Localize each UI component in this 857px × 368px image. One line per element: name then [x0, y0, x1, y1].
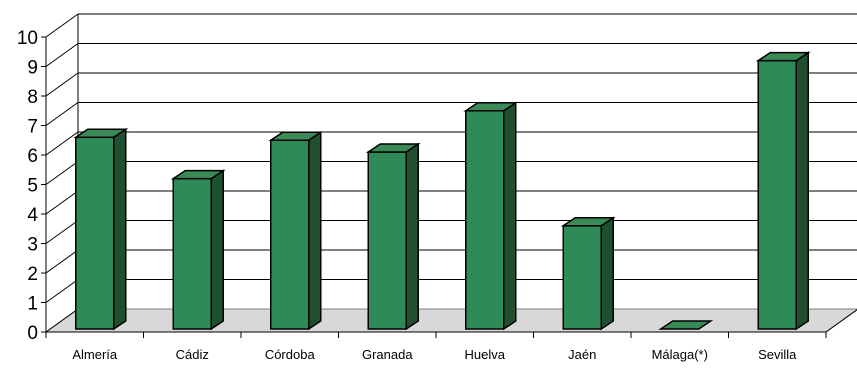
chart-floor [44, 308, 857, 333]
x-tick-label: Jaén [568, 347, 596, 362]
y-tick-label: 8 [27, 87, 38, 108]
bar-top [755, 51, 811, 62]
bar-top [73, 128, 129, 139]
y-tick-label: 10 [17, 28, 38, 49]
x-tick-label: Almería [72, 347, 118, 362]
bar-top [560, 217, 616, 227]
bar-side [600, 216, 614, 331]
grid-diagonal [45, 249, 79, 274]
bar [172, 177, 212, 330]
bar-top [268, 131, 324, 141]
bar-top [365, 143, 421, 153]
y-tick-label: 2 [27, 264, 38, 285]
bar [270, 139, 310, 330]
grid-diagonal [45, 279, 79, 303]
bar [757, 59, 797, 330]
bar [367, 151, 407, 330]
bar [465, 110, 505, 330]
grid-diagonal [45, 72, 79, 97]
bar [562, 225, 602, 330]
x-tick-label: Cádiz [176, 347, 209, 362]
x-tick-label: Córdoba [265, 347, 316, 362]
y-tick-label: 5 [27, 176, 38, 197]
bar-top [170, 169, 226, 180]
bar-side [308, 130, 322, 331]
x-tick-label: Granada [362, 347, 413, 362]
bar-top [463, 102, 519, 112]
grid-diagonal [45, 161, 79, 185]
grid-diagonal [45, 308, 79, 333]
grid-diagonal [45, 190, 79, 215]
grid-diagonal [45, 102, 79, 126]
y-tick-label: 9 [27, 58, 38, 79]
y-tick-label: 6 [27, 146, 38, 167]
x-tick-label: Huelva [465, 347, 506, 362]
bar [75, 136, 115, 330]
grid-diagonal [45, 131, 79, 156]
x-tick-label: Málaga(*) [652, 347, 708, 362]
y-tick-label: 1 [27, 294, 38, 315]
y-tick-label: 4 [27, 205, 38, 226]
bar-top [658, 320, 714, 330]
bar-side [503, 101, 517, 331]
bar-side [405, 142, 419, 331]
floor-right-edge [825, 309, 857, 333]
y-tick-label: 7 [27, 117, 38, 138]
grid-diagonal [45, 43, 79, 67]
y-tick-label: 0 [27, 323, 38, 344]
bar-side [210, 169, 224, 331]
y-tick-label: 3 [27, 235, 38, 256]
bar-side [795, 51, 809, 331]
x-tick-label: Sevilla [758, 347, 797, 362]
bar-side [113, 127, 127, 331]
grid-diagonal [45, 220, 79, 244]
grid-diagonal [45, 13, 79, 38]
